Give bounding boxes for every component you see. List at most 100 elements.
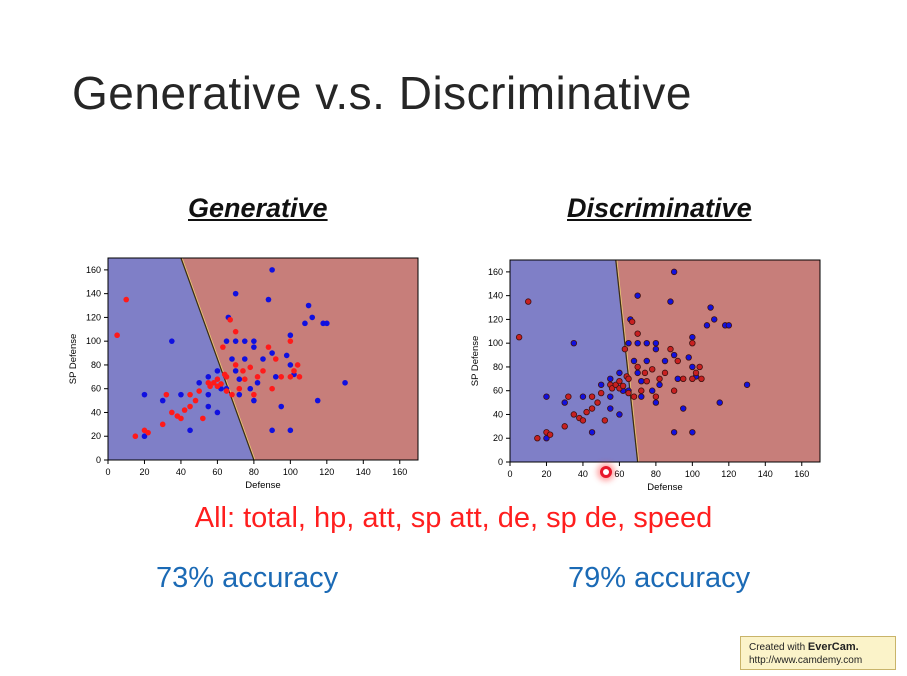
data-point-red [218,381,224,387]
data-point-blue [269,267,275,273]
y-tick-label: 60 [493,386,503,396]
data-point-blue [287,427,294,434]
y-tick-label: 160 [488,267,503,277]
data-point-blue [643,357,650,365]
data-point-blue [674,375,681,383]
data-point-blue [169,338,175,344]
data-point-blue [543,393,550,400]
data-point-red [652,393,660,400]
data-point-blue [643,339,650,347]
data-point-blue [236,376,243,382]
data-point-red [114,332,120,339]
data-point-blue [287,332,294,339]
data-point-red [616,377,623,385]
data-point-red [227,316,233,323]
data-point-blue [743,381,751,388]
data-point-red [588,393,596,400]
watermark-brand: EverCam. [807,641,859,653]
x-tick-label: 0 [105,467,110,477]
data-point-blue [634,339,641,347]
data-point-blue [342,379,348,386]
decision-boundary-highlight [181,257,256,461]
data-point-blue [588,429,596,436]
data-point-blue [652,339,660,347]
data-point-red [588,405,596,412]
data-point-red [680,375,687,383]
data-point-red [241,376,248,382]
data-point-red [597,389,605,397]
data-point-red [223,374,230,380]
data-point-blue [196,379,202,386]
data-point-red [232,328,239,335]
data-point-red [692,369,700,377]
data-point-blue [670,351,678,359]
data-point-blue [302,320,308,327]
data-point-red [643,377,650,385]
y-tick-label: 140 [86,289,101,299]
left-region [510,260,638,462]
data-point-blue [579,393,587,400]
data-point-blue [685,354,692,361]
data-point-blue [265,296,272,303]
data-point-blue [283,352,290,359]
data-point-red [178,415,184,422]
data-point-blue [597,381,605,388]
data-point-blue [187,427,193,434]
data-point-red [169,409,175,416]
data-point-blue [324,320,330,327]
data-point-blue [630,357,638,365]
data-point-blue [689,429,696,436]
data-point-blue [309,314,316,321]
x-tick-label: 100 [283,467,298,477]
x-tick-label: 160 [392,467,407,477]
data-point-blue [625,339,632,347]
x-axis-label: Defense [245,480,280,491]
data-point-blue [236,391,243,398]
x-tick-label: 160 [794,469,809,479]
x-tick-label: 60 [212,467,222,477]
plot-frame [509,259,821,463]
data-point-blue [725,322,733,329]
data-point-red [187,391,193,398]
data-point-blue [649,387,656,394]
data-point-blue [287,362,294,368]
data-point-red [287,338,294,344]
data-point-blue [251,397,257,404]
data-point-blue [570,339,578,347]
data-point-blue [652,345,660,353]
data-point-red [192,397,199,404]
data-point-blue [232,368,239,374]
x-tick-label: 120 [721,469,736,479]
data-point-red [196,388,202,394]
y-tick-label: 40 [493,409,503,419]
data-point-red [214,376,221,382]
data-point-blue [141,433,148,440]
watermark-line1: Created with [749,642,806,653]
right-region [180,258,418,460]
data-point-red [132,433,139,440]
data-point-blue [670,268,678,276]
data-point-red [200,415,206,422]
data-point-red [210,379,217,386]
data-point-red [579,417,587,424]
data-point-blue [205,374,212,380]
decision-boundary-highlight [616,259,640,463]
y-tick-label: 120 [488,314,503,324]
x-tick-label: 140 [356,467,371,477]
data-point-blue [689,363,696,371]
y-axis-label: SP Defense [470,336,481,387]
data-point-red [656,375,663,383]
plot-frame [107,257,419,461]
data-point-blue [223,338,230,344]
data-point-red [247,364,254,371]
data-point-red [661,369,669,377]
y-tick-label: 140 [488,291,503,301]
data-point-red [649,366,656,373]
x-tick-label: 60 [614,469,624,479]
data-point-red [621,345,629,353]
data-point-blue [269,350,275,356]
data-point-red [696,363,703,371]
discriminative-scatter-chart: 0 20 40 60 80 100 120 140 160 0 20 40 60 80 100 120 140 1… [470,259,821,493]
data-point-red [278,374,285,380]
x-tick-label: 100 [685,469,700,479]
